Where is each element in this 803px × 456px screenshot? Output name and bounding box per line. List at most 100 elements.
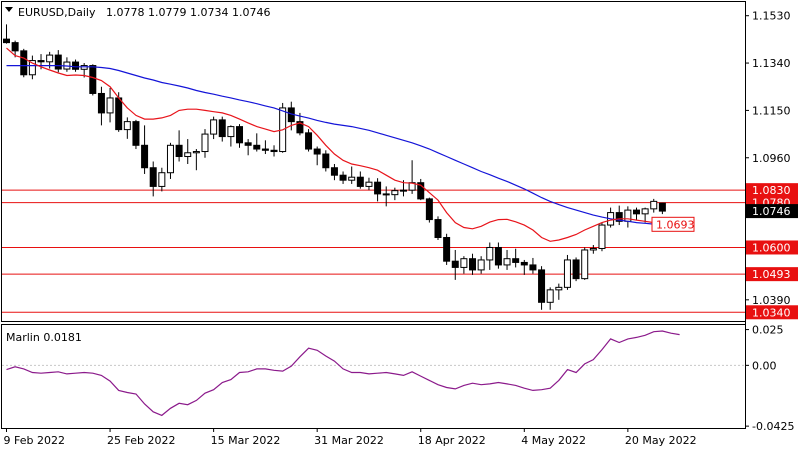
ma-slow-line (6, 64, 663, 225)
candle-bear (658, 202, 666, 212)
candle-bull (28, 60, 36, 76)
candle-bear (141, 144, 149, 169)
candle-bear (443, 237, 451, 262)
time-tick-label: 31 Mar 2022 (314, 434, 384, 447)
time-tick-label: 18 Apr 2022 (418, 434, 486, 447)
candle-bull (641, 208, 649, 215)
indicator-label: Marlin 0.0181 (6, 331, 82, 344)
symbol-label: EURUSD,Daily (18, 6, 96, 19)
candle-bear (434, 219, 442, 239)
candle-bull (201, 133, 209, 153)
candle-bull (227, 126, 235, 138)
candle-bull (486, 246, 494, 261)
candle-bear (632, 209, 640, 215)
candle-bull (365, 181, 373, 187)
candle-bear (132, 121, 140, 146)
candle-bull (650, 200, 658, 210)
candle-bear (89, 65, 97, 94)
candle-bear (529, 264, 537, 271)
time-tick-label: 25 Feb 2022 (107, 434, 175, 447)
candle-bear (382, 193, 390, 196)
time-tick-label: 4 May 2022 (521, 434, 586, 447)
ohlc-label: 1.0778 1.0779 1.0734 1.0746 (106, 6, 270, 19)
current-price-label: 1.0746 (752, 205, 791, 218)
candle-bear (572, 259, 580, 280)
main-plot-frame (1, 1, 746, 322)
candle-bear (305, 132, 313, 150)
price-tick-label: 1.0390 (752, 294, 791, 307)
candle-bull (391, 190, 399, 196)
candle-bear (72, 61, 80, 70)
level-label-box (746, 240, 798, 255)
price-tick-label: 1.1150 (752, 104, 791, 117)
callout-box (651, 216, 695, 232)
candle-bear (253, 144, 261, 150)
candle-bear (374, 181, 382, 195)
candle-bear (218, 119, 226, 138)
level-label: 1.0340 (752, 306, 791, 319)
level-label: 1.0493 (752, 268, 791, 281)
level-label: 1.0830 (752, 184, 791, 197)
candle-bear (3, 38, 10, 44)
marlin-indicator: 0.025 0.00 -0.0425 (2, 324, 794, 433)
time-axis: 9 Feb 2022 25 Feb 2022 15 Mar 2022 31 Mar 2… (4, 428, 697, 447)
candle-bull (563, 259, 571, 288)
candle-bear (20, 50, 28, 76)
candle-bear (512, 258, 520, 263)
candle-bull (192, 151, 200, 154)
price-tick-label: 1.0960 (752, 152, 791, 165)
candle-bull (210, 119, 218, 135)
candle-bear (615, 212, 623, 222)
candle-bear (236, 126, 244, 144)
candle-bear (175, 144, 183, 158)
candle-bear (520, 261, 528, 266)
level-label-box (746, 305, 798, 320)
symbol-dropdown-icon[interactable] (5, 7, 13, 12)
current-price-box (746, 204, 798, 219)
candle-bear (538, 269, 546, 303)
time-tick-label: 20 May 2022 (625, 434, 697, 447)
candle-bull (460, 258, 468, 268)
candle-bear (54, 54, 62, 70)
indicator-plot-frame (1, 324, 746, 429)
price-axis: 1.1530 1.1340 1.1150 1.0960 1.0390 (745, 10, 791, 307)
candle-bull (503, 258, 511, 266)
callout: 1.0693 (651, 216, 695, 232)
moving-averages (6, 47, 663, 242)
candle-bull (399, 189, 407, 192)
candle-bull (581, 249, 589, 280)
candle-bear (11, 42, 19, 52)
candle-bull (477, 259, 485, 271)
candle-bull (166, 144, 174, 174)
candle-bear (97, 92, 105, 114)
candle-bear (469, 258, 477, 271)
candle-bull (589, 247, 597, 251)
candle-bull (106, 97, 114, 114)
candle-bear (244, 142, 252, 146)
candle-bear (339, 174, 347, 181)
marlin-line (6, 330, 680, 417)
candle-bull (80, 65, 88, 70)
price-tick-label: 1.1340 (752, 57, 791, 70)
candle-bear (313, 148, 321, 155)
candle-bull (598, 224, 606, 249)
candle-bear (37, 60, 45, 63)
price-tick-label: 1.1530 (752, 10, 791, 23)
candle-bull (546, 289, 554, 303)
candle-bear (322, 153, 330, 169)
time-tick-label: 15 Mar 2022 (211, 434, 281, 447)
candle-bear (451, 260, 459, 268)
candle-bull (158, 172, 166, 187)
candle-bear (425, 198, 433, 221)
candle-bear (417, 182, 425, 200)
candlesticks (3, 24, 666, 310)
ma-fast-line (6, 47, 663, 242)
candle-bull (46, 54, 54, 63)
indicator-tick-label: -0.0425 (752, 420, 794, 433)
candle-bull (555, 286, 563, 291)
indicator-tick-label: 0.025 (752, 324, 784, 337)
candle-bull (123, 121, 131, 131)
